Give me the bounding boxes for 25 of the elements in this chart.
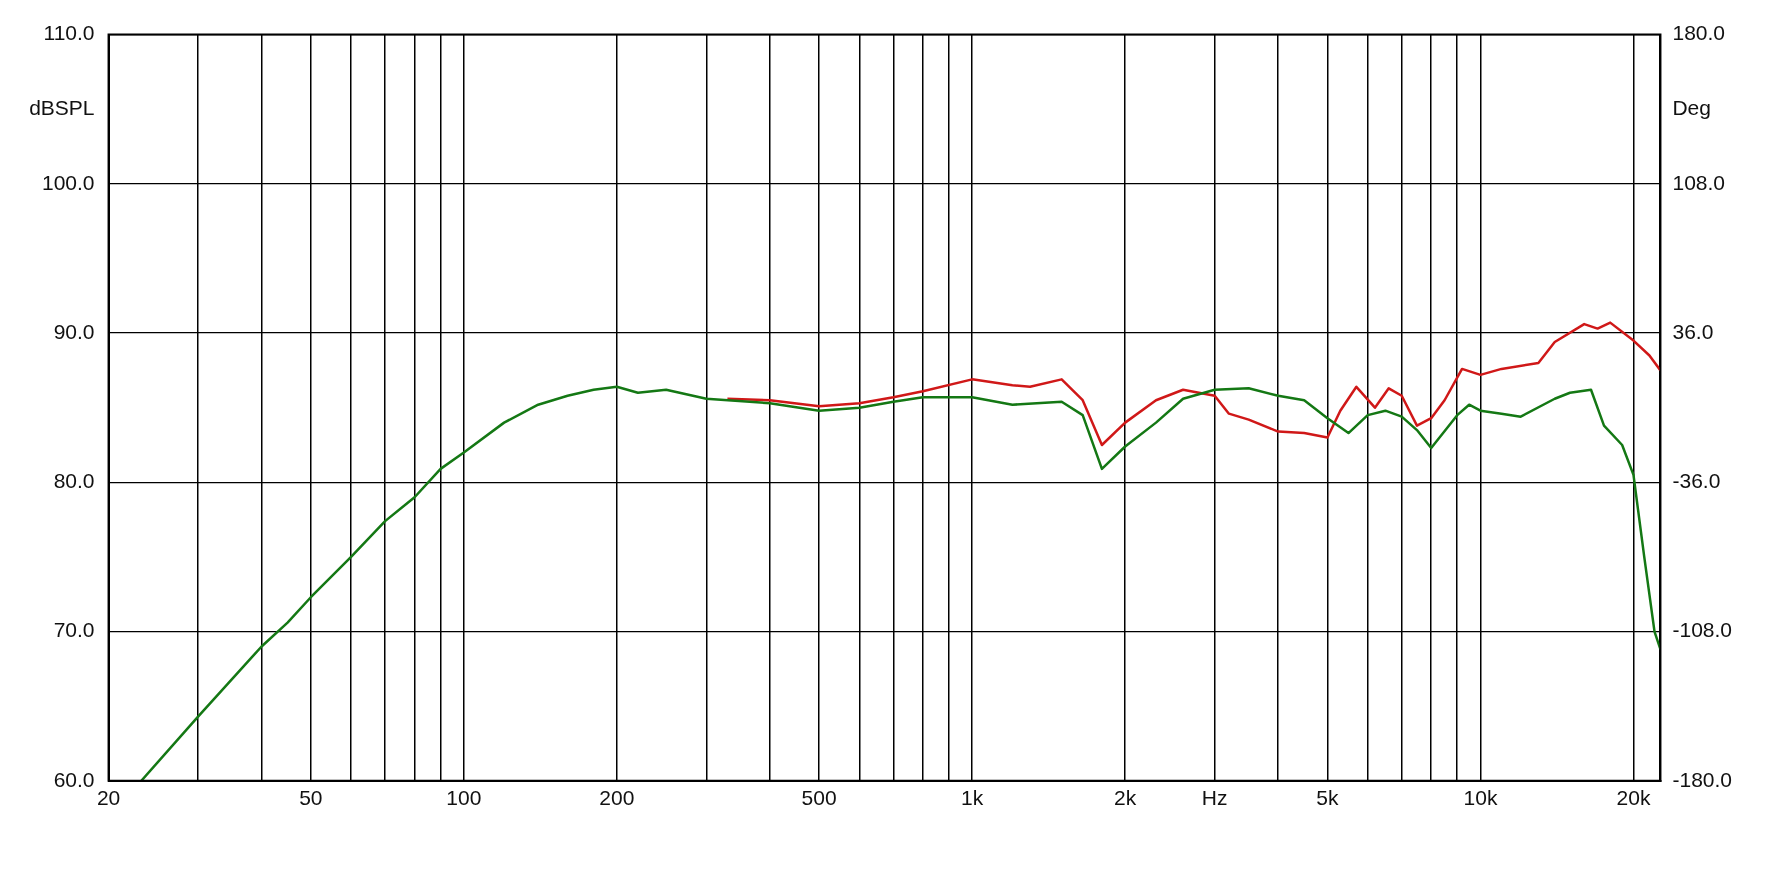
x-tick-label: 200 bbox=[599, 786, 635, 810]
x-tick-label: 100 bbox=[446, 786, 482, 810]
y2-tick-label: 36.0 bbox=[1672, 319, 1714, 343]
x-tick-label: 20k bbox=[1616, 786, 1651, 810]
y2-tick-label: 180.0 bbox=[1672, 21, 1726, 45]
y2-tick-label: 108.0 bbox=[1672, 170, 1726, 194]
y2-tick-label: -180.0 bbox=[1672, 767, 1732, 791]
x-tick-label: 10k bbox=[1463, 786, 1498, 810]
y-axis-title: dBSPL bbox=[29, 96, 95, 120]
y-tick-label: 80.0 bbox=[53, 469, 95, 493]
y-tick-label: 100.0 bbox=[41, 170, 95, 194]
y-tick-label: 70.0 bbox=[53, 618, 95, 642]
x-tick-label: 50 bbox=[299, 786, 323, 810]
x-tick-label: Hz bbox=[1201, 786, 1228, 810]
x-tick-label: 1k bbox=[961, 786, 984, 810]
x-tick-label: 20 bbox=[96, 786, 121, 810]
y2-tick-label: -108.0 bbox=[1672, 618, 1732, 642]
x-tick-label: 2k bbox=[1114, 786, 1137, 810]
y-tick-label: 110.0 bbox=[43, 21, 95, 45]
y-tick-label: 60.0 bbox=[53, 767, 95, 791]
x-tick-label: 500 bbox=[801, 786, 837, 810]
y2-tick-label: -36.0 bbox=[1672, 469, 1721, 493]
y2-axis-title: Deg bbox=[1672, 96, 1711, 120]
y-tick-label: 90.0 bbox=[53, 319, 95, 343]
x-tick-label: 5k bbox=[1316, 786, 1340, 810]
